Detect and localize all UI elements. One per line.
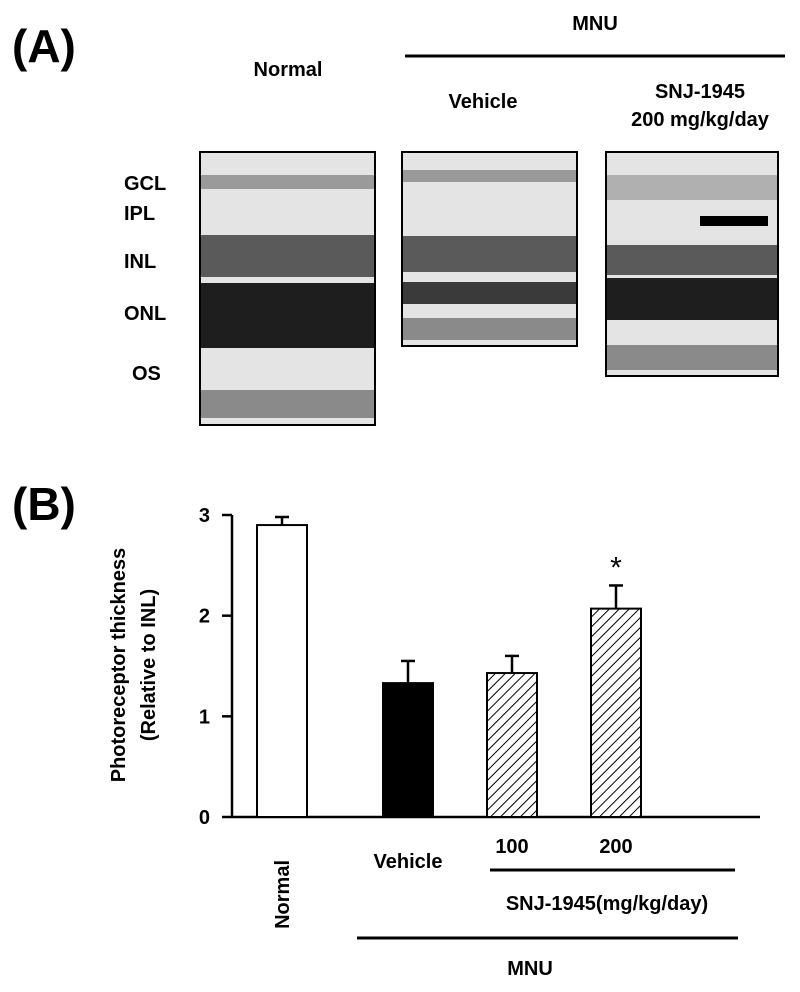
- y-axis-title: (Relative to INL): [138, 589, 160, 741]
- panel-label: (B): [12, 478, 76, 530]
- x-tick-label: 200: [599, 836, 632, 858]
- column-label: Vehicle: [449, 91, 518, 113]
- bar: [486, 672, 538, 819]
- x-tick-label: 100: [495, 836, 528, 858]
- y-tick-label: 0: [199, 807, 210, 829]
- y-tick-label: 2: [199, 606, 210, 628]
- x-tick-label: Vehicle: [374, 851, 443, 873]
- layer-label: INL: [124, 251, 156, 273]
- group-label: SNJ-1945(mg/kg/day): [506, 893, 708, 915]
- bar: [256, 524, 308, 818]
- layer-label: GCL: [124, 173, 166, 195]
- bar: [382, 682, 434, 819]
- group-label: MNU: [572, 13, 618, 35]
- x-tick-label: Normal: [272, 860, 294, 929]
- column-label: Normal: [254, 59, 323, 81]
- bar: [590, 607, 642, 818]
- y-axis-title: Photoreceptor thickness: [108, 548, 130, 783]
- layer-label: ONL: [124, 303, 166, 325]
- layer-label: OS: [132, 363, 161, 385]
- micrograph: [401, 151, 578, 347]
- y-tick-label: 1: [199, 706, 210, 728]
- column-label: 200 mg/kg/day: [631, 109, 770, 131]
- y-tick-label: 3: [199, 505, 210, 527]
- micrograph: [605, 151, 779, 377]
- column-label: SNJ-1945: [655, 81, 745, 103]
- panel-label: (A): [12, 20, 76, 72]
- group-label: MNU: [507, 958, 553, 980]
- layer-label: IPL: [124, 203, 155, 225]
- micrograph: [199, 151, 376, 426]
- annotation: *: [610, 551, 622, 584]
